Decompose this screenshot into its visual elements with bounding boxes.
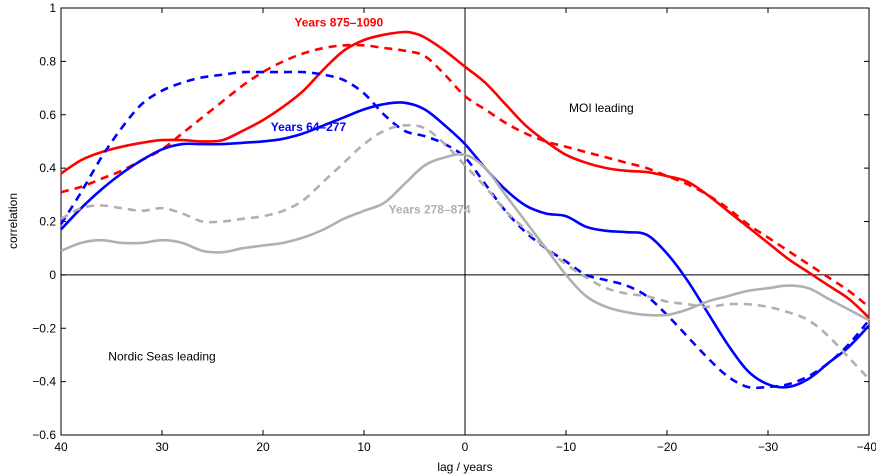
y-tick-label: 0.4	[39, 161, 56, 175]
x-tick-label: −10	[556, 440, 577, 454]
x-axis-label: lag / years	[437, 460, 492, 474]
series-line-5	[60, 152, 870, 322]
x-tick-label: −30	[758, 440, 779, 454]
annotation-label-2: Nordic Seas leading	[108, 349, 215, 363]
y-tick-label: −0.6	[32, 428, 56, 442]
annotation-label-3: Years 875–1090	[294, 16, 383, 30]
x-tick-label: 20	[256, 440, 270, 454]
annotation-label-1: MOI leading	[569, 101, 634, 115]
x-tick-label: −40	[857, 440, 876, 454]
annotation-label-4: Years 64–277	[271, 120, 347, 134]
y-tick-label: −0.2	[32, 321, 56, 335]
y-tick-label: 0	[49, 268, 56, 282]
x-tick-label: −20	[657, 440, 678, 454]
x-tick-label: 30	[155, 440, 169, 454]
y-tick-label: 1	[49, 1, 56, 15]
reference-lines	[61, 8, 869, 435]
series-line-4	[59, 70, 870, 390]
x-tick-label: 40	[54, 440, 68, 454]
y-tick-label: 0.6	[39, 108, 56, 122]
x-tick-label: 0	[462, 440, 469, 454]
y-tick-label: 0.2	[39, 215, 56, 229]
series-line-3	[60, 101, 870, 389]
annotation-label-5: Years 278–874	[389, 202, 471, 216]
y-axis-label: correlation	[6, 193, 20, 249]
y-tick-label: 0.8	[39, 54, 56, 68]
series-line-2	[60, 43, 870, 308]
series-line-6	[60, 123, 870, 380]
series-group	[59, 30, 870, 390]
y-tick-label: −0.4	[32, 375, 56, 389]
annotations: MOI leading Nordic Seas leading Years 875–…	[108, 16, 633, 364]
axis-ticks: 40 30 20 10 0 −10 −20 −30 −40 −0.6 −0.4 −0.2 0 0.2 0.4…	[32, 1, 876, 454]
x-tick-label: 10	[357, 440, 371, 454]
series-line-1	[60, 30, 870, 319]
